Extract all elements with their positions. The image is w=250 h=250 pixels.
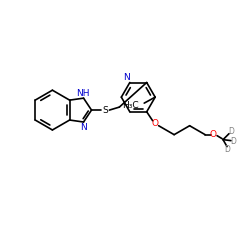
Text: NH: NH [76,89,89,98]
Text: D: D [224,145,230,154]
Text: H₃C: H₃C [122,100,139,110]
Text: O: O [151,119,158,128]
Text: S: S [102,106,108,114]
Text: D: D [230,137,236,146]
Text: O: O [210,130,216,139]
Text: N: N [124,73,130,82]
Text: D: D [228,127,234,136]
Text: N: N [80,124,87,132]
